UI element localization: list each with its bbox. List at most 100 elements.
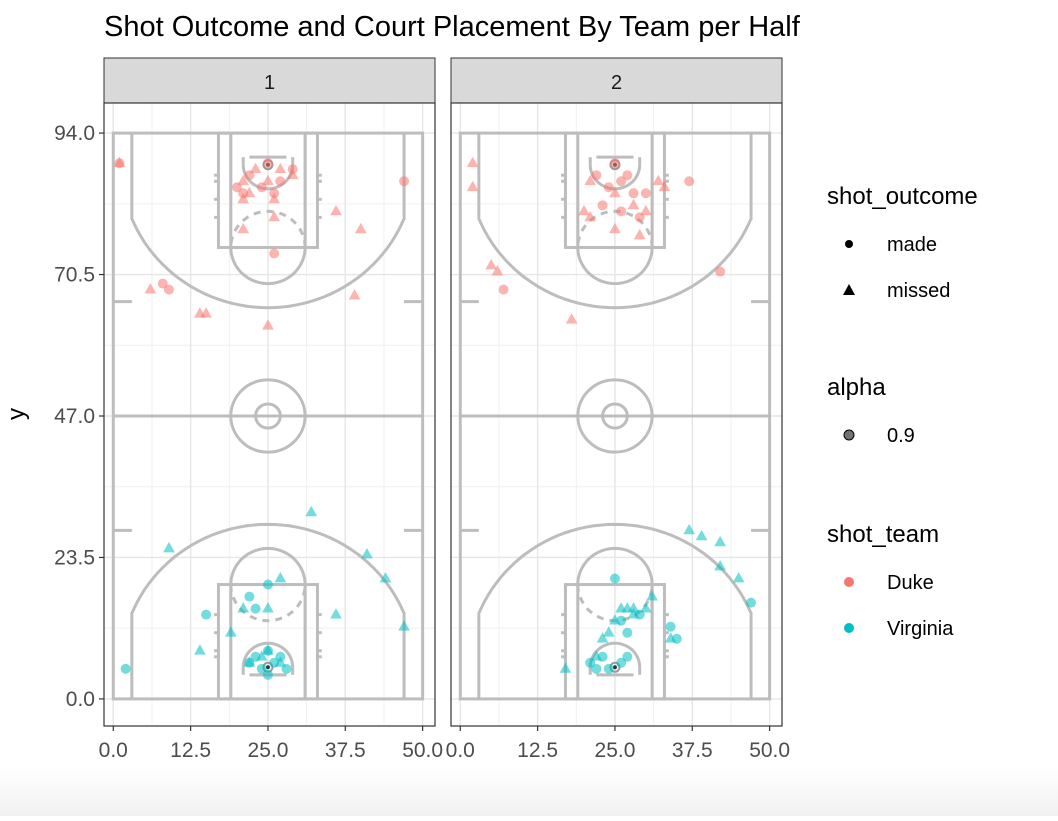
data-point-virginia-missed (379, 572, 392, 583)
y-tick-label: 0.0 (66, 688, 95, 711)
data-point-duke-missed (200, 307, 212, 318)
data-point-duke-made (591, 170, 602, 181)
data-point-virginia-made (256, 663, 267, 674)
data-point-virginia-missed (609, 614, 621, 625)
data-point-virginia-made (622, 651, 633, 662)
data-point-virginia-made (262, 579, 273, 590)
data-point-duke-missed (627, 198, 640, 210)
data-point-duke-missed (268, 210, 280, 222)
data-point-virginia-missed (695, 529, 708, 541)
data-points (466, 156, 757, 674)
data-point-virginia-missed (732, 572, 745, 583)
data-point-virginia-missed (274, 572, 287, 583)
data-point-duke-made (603, 182, 614, 193)
data-point-virginia-made (201, 609, 212, 620)
data-point-duke-made (498, 284, 509, 295)
data-point-duke-made (163, 284, 174, 295)
chart-title: Shot Outcome and Court Placement By Team… (104, 11, 801, 43)
data-point-duke-missed (144, 283, 157, 294)
data-point-duke-missed (584, 210, 597, 222)
data-point-virginia-missed (224, 626, 237, 637)
data-point-virginia-missed (714, 535, 726, 547)
data-point-virginia-made (746, 597, 757, 608)
data-point-virginia-missed (640, 602, 652, 613)
data-point-duke-made (262, 158, 273, 169)
data-point-duke-missed (640, 204, 652, 216)
data-point-duke-made (609, 158, 620, 169)
data-point-virginia-missed (163, 541, 175, 553)
panel-border (103, 102, 436, 727)
court-arc (229, 209, 307, 248)
data-point-virginia-missed (305, 505, 318, 517)
legend-title: shot_team (827, 521, 939, 548)
y-tick-label: 47.0 (54, 405, 95, 428)
data-point-duke-missed (262, 319, 274, 330)
legend-title: alpha (827, 374, 886, 401)
x-tick-label: 0.0 (99, 739, 128, 762)
data-point-virginia-made (262, 669, 273, 680)
facet-strip-label: 2 (611, 72, 622, 94)
data-point-virginia-missed (602, 626, 615, 637)
data-point-duke-missed (485, 259, 498, 270)
y-axis-title: y (3, 408, 30, 420)
data-point-duke-missed (268, 192, 280, 204)
data-point-duke-missed (565, 313, 578, 324)
data-point-duke-made (597, 200, 608, 211)
court-arc (588, 641, 642, 668)
court-circle (254, 402, 282, 430)
x-tick-label: 25.0 (248, 739, 289, 762)
hoop-center (612, 665, 617, 670)
data-point-duke-missed (286, 168, 299, 180)
data-point-virginia-missed (361, 547, 373, 559)
bottom-fade (0, 766, 1058, 816)
data-point-virginia-made (120, 663, 131, 674)
x-tick-label: 0.0 (446, 739, 475, 762)
x-tick-label: 12.5 (170, 739, 211, 762)
x-tick-label: 50.0 (749, 739, 790, 762)
data-point-virginia-missed (330, 608, 342, 619)
data-point-virginia-missed (596, 632, 609, 643)
data-point-virginia-made (609, 573, 620, 584)
data-point-duke-made (616, 176, 627, 187)
data-point-duke-missed (354, 222, 367, 234)
data-point-virginia-missed (262, 602, 274, 613)
data-point-virginia-missed (262, 644, 274, 655)
panels-layer: 10.0 12.5 25.0 37.5 50.00.023.547.070.594.02… (54, 57, 790, 762)
data-point-duke-missed (274, 162, 287, 174)
legend-label: 0.9 (887, 425, 915, 447)
y-tick-label: 70.5 (54, 264, 95, 287)
court-arc (229, 546, 307, 585)
data-point-virginia-made (616, 657, 627, 668)
data-point-duke-made (269, 248, 280, 259)
data-point-duke-missed (491, 265, 504, 276)
data-point-duke-missed (652, 174, 665, 186)
facet-panel-1: 1 0.0 12.5 25.0 37.5 50.0 0.0 23.5 47.0 70.5 94.0 (54, 57, 443, 762)
data-point-duke-missed (633, 228, 646, 240)
data-point-duke-missed (466, 180, 479, 192)
legend-key-circle (845, 240, 853, 248)
court-arc (129, 216, 406, 310)
data-point-duke-made (157, 278, 168, 289)
data-point-duke-missed (609, 222, 621, 234)
legend-title: shot_outcome (827, 183, 978, 210)
data-point-duke-made (640, 188, 651, 199)
legend-section-shot-team: shot_team Duke Virginia (827, 521, 954, 640)
data-point-virginia-made (250, 603, 261, 614)
data-point-virginia-missed (683, 523, 696, 535)
paint-outer (216, 131, 319, 249)
x-tick-label: 25.0 (595, 739, 636, 762)
facet-strip (103, 57, 436, 104)
data-point-duke-missed (113, 156, 126, 168)
data-point-virginia-missed (627, 602, 640, 613)
data-point-virginia-missed (664, 632, 677, 643)
data-point-duke-made (622, 170, 633, 181)
x-tick-label: 37.5 (325, 739, 366, 762)
court-arc (229, 584, 307, 623)
data-point-duke-missed (249, 162, 262, 174)
data-point-duke-missed (237, 192, 250, 204)
legend-label: made (887, 234, 937, 256)
legend-key-color (844, 623, 854, 633)
